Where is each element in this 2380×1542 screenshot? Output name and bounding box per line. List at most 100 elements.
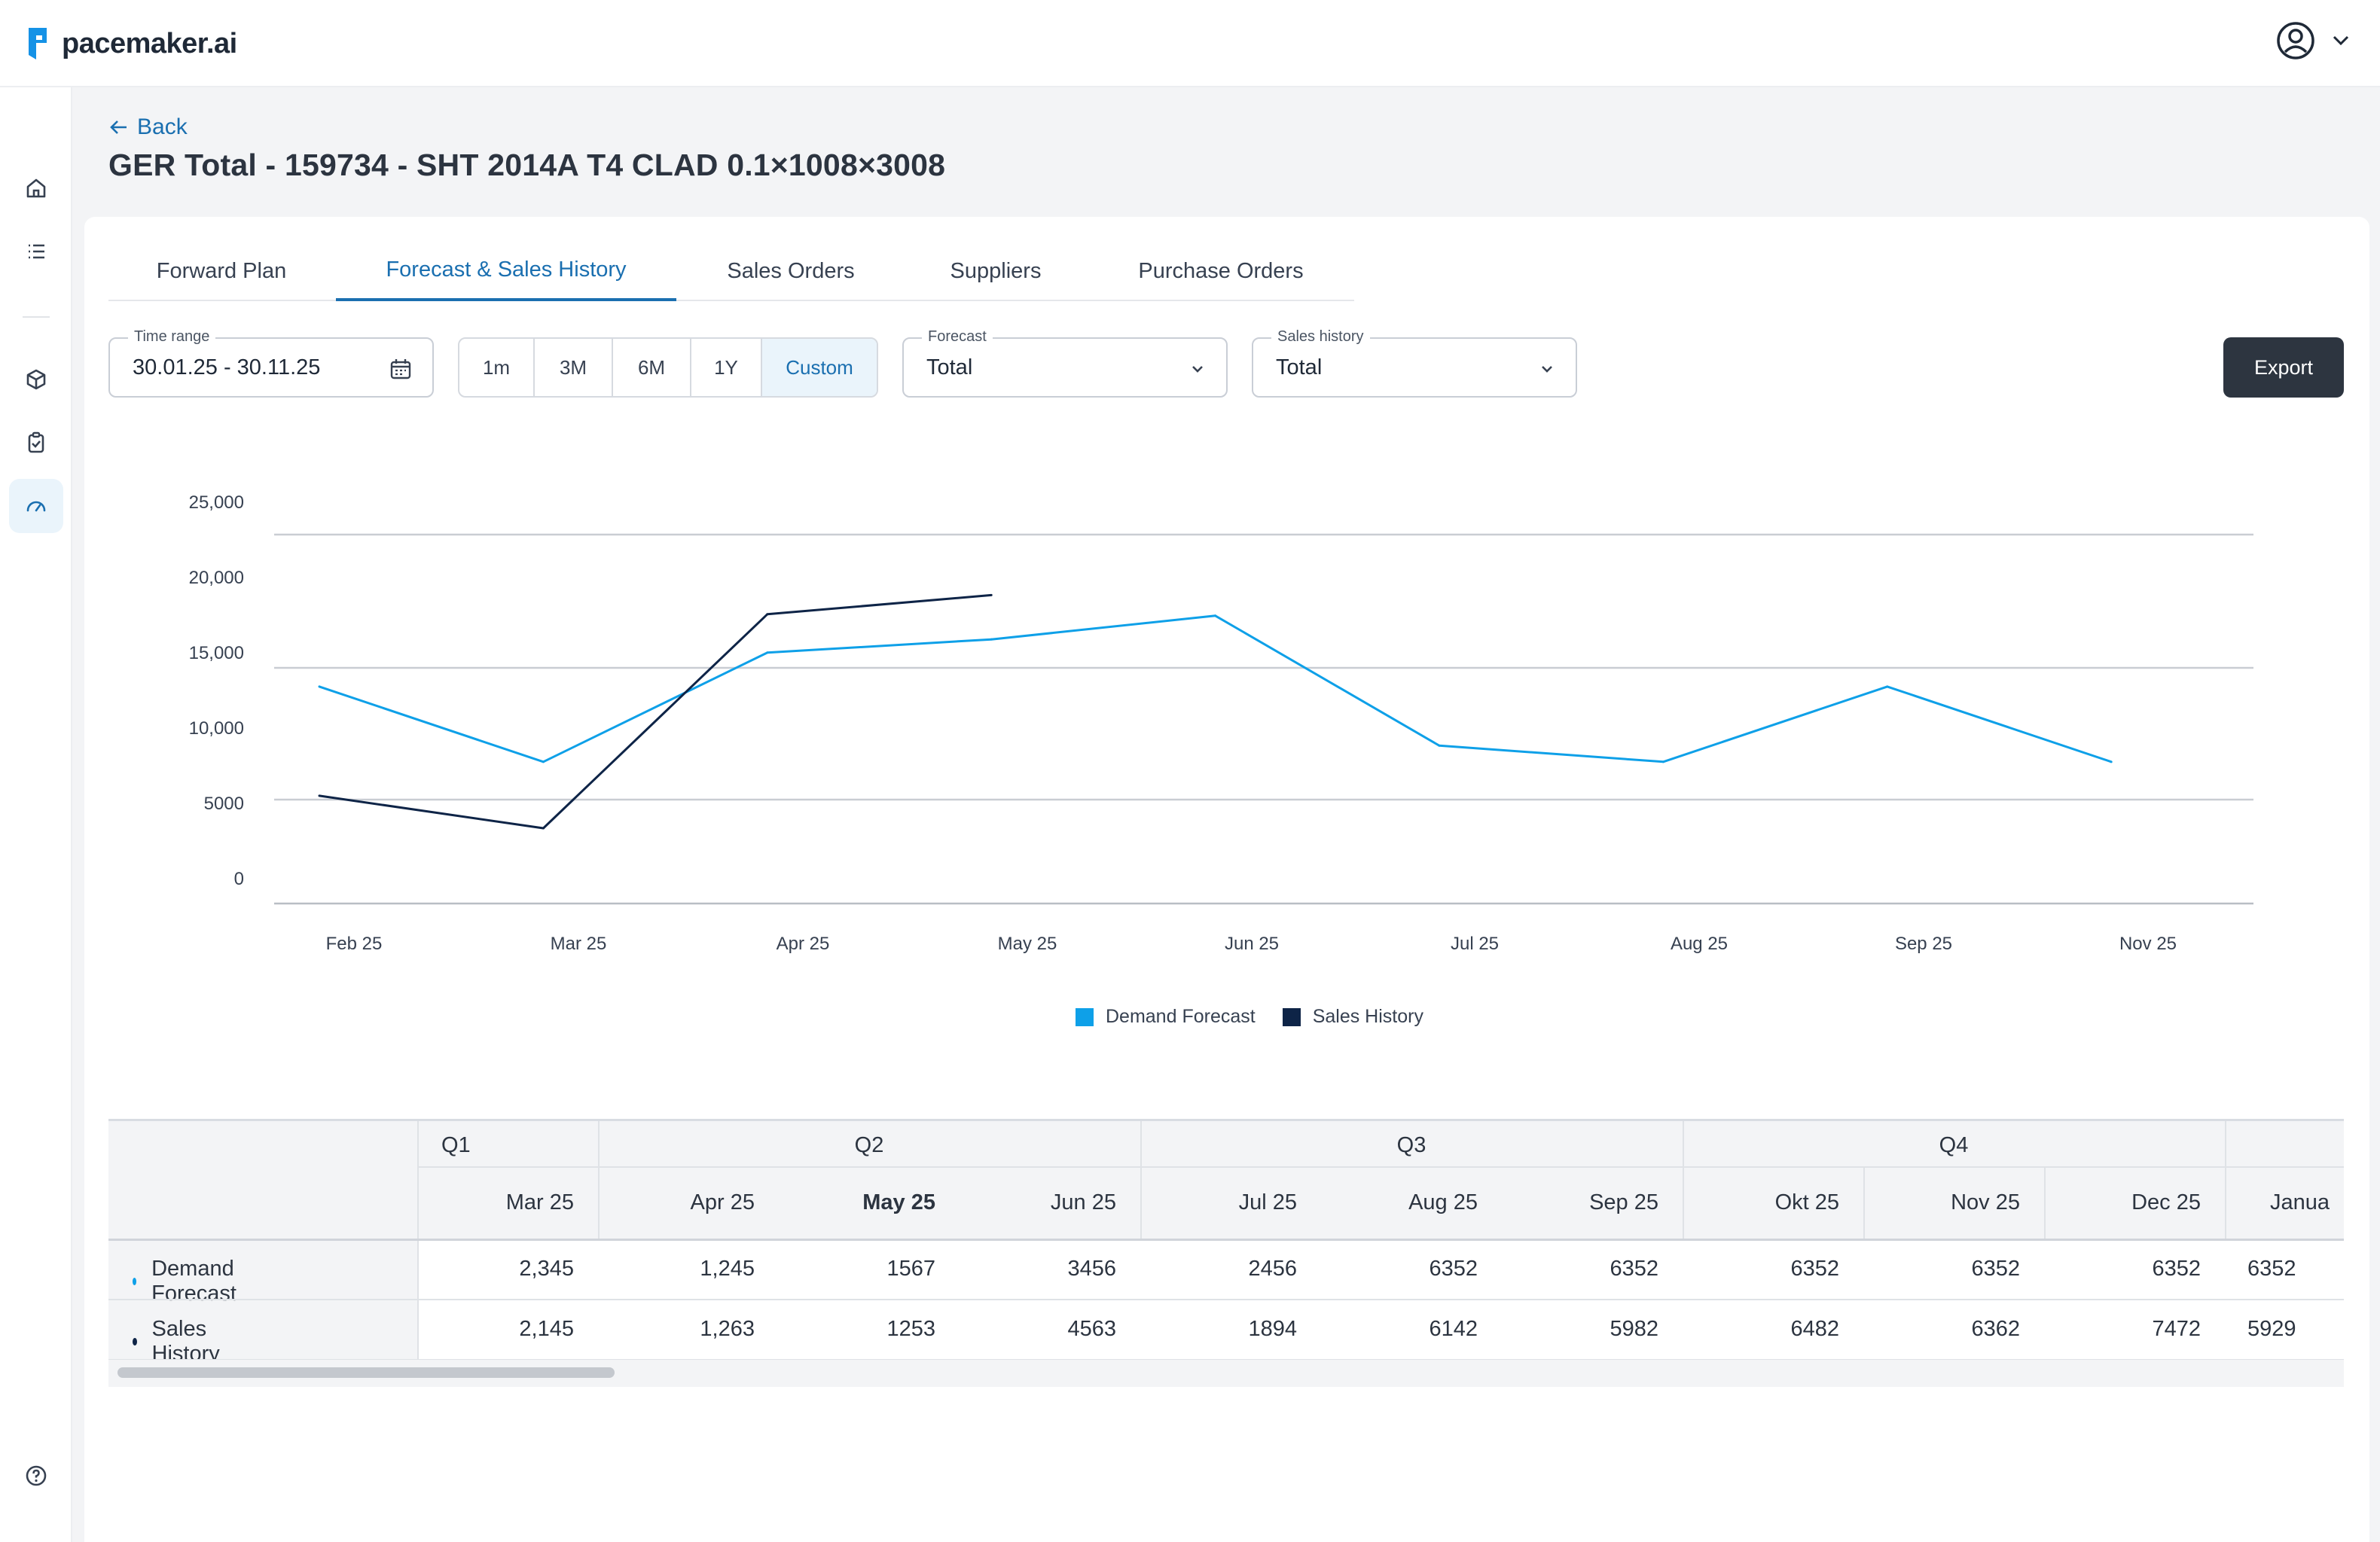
range-selector: 1m 3M 6M 1Y Custom (458, 337, 878, 398)
table-cell: 6352 (1790, 1257, 1839, 1281)
data-point[interactable] (1886, 685, 1889, 688)
table-cell: 6352 (1429, 1257, 1478, 1281)
sales-history-select[interactable]: Sales history Total (1252, 328, 1577, 398)
range-3m-button[interactable]: 3M (535, 339, 613, 396)
range-6m-button[interactable]: 6M (613, 339, 691, 396)
table-cell: 5929 (2247, 1317, 2296, 1341)
y-tick-label: 5000 (203, 794, 244, 814)
data-point[interactable] (318, 794, 321, 797)
tab-suppliers[interactable]: Suppliers (950, 258, 1042, 283)
table-cell: 6362 (1971, 1317, 2020, 1341)
row-divider (417, 1166, 2344, 1168)
horizontal-scrollbar[interactable] (108, 1360, 2344, 1387)
data-point[interactable] (766, 651, 769, 654)
legend-label: Demand Forecast (1106, 1006, 1256, 1027)
chevron-down-icon (2333, 35, 2349, 46)
tab-forward-plan[interactable]: Forward Plan (156, 258, 287, 283)
data-point[interactable] (1438, 744, 1441, 747)
table-cell: 6352 (2152, 1257, 2201, 1281)
table-cell: 2,345 (519, 1257, 574, 1281)
data-point[interactable] (542, 760, 545, 763)
top-bar: pacemaker.ai (0, 0, 2380, 87)
x-tick-label: Sep 25 (1894, 934, 1953, 954)
table-cell: 1,263 (700, 1317, 755, 1341)
range-custom-button[interactable]: Custom (762, 339, 877, 396)
sidebar-item-list[interactable] (9, 224, 63, 279)
sidebar-item-tasks[interactable] (9, 416, 63, 470)
y-tick-label: 20,000 (188, 568, 244, 588)
sidebar-item-products[interactable] (9, 352, 63, 407)
table-cell: 7472 (2152, 1317, 2201, 1341)
sidebar (0, 87, 72, 1542)
data-point[interactable] (542, 827, 545, 830)
table-cell: 2456 (1248, 1257, 1297, 1281)
back-link[interactable]: Back (108, 114, 188, 140)
data-point[interactable] (990, 593, 993, 596)
month-header: Mar 25 (505, 1190, 574, 1214)
data-point[interactable] (1661, 760, 1664, 763)
tab-purchase-orders[interactable]: Purchase Orders (1138, 258, 1304, 283)
row-label-text: Demand Forecast (151, 1257, 236, 1306)
home-icon (26, 178, 46, 198)
series-line-demand-forecast[interactable] (319, 614, 2112, 763)
column-divider (1863, 1166, 1865, 1239)
scrollbar-thumb[interactable] (117, 1367, 615, 1378)
clipboard-check-icon (28, 431, 44, 453)
box-icon (26, 369, 46, 390)
chevron-down-icon (1192, 366, 1203, 373)
series-line-sales-history[interactable] (319, 593, 992, 830)
legend-item-demand-forecast[interactable]: Demand Forecast (1076, 1006, 1256, 1028)
range-1y-button[interactable]: 1Y (691, 339, 762, 396)
month-header: Jun 25 (1050, 1190, 1116, 1214)
range-1m-button[interactable]: 1m (459, 339, 535, 396)
table-cell: 6142 (1429, 1317, 1478, 1341)
time-range-field[interactable]: Time range 30.01.25 - 30.11.25 (108, 328, 434, 398)
time-range-value: 30.01.25 - 30.11.25 (133, 355, 321, 379)
column-divider (2225, 1166, 2226, 1239)
chart-legend: Demand Forecast Sales History (1076, 1006, 1423, 1028)
tab-forecast-sales-history[interactable]: Forecast & Sales History (336, 241, 676, 301)
export-button[interactable]: Export (2223, 337, 2344, 398)
pacemaker-logo-icon (29, 28, 47, 59)
data-table: Q1 Q2 Q3 Q4 Mar 25 Apr 25 May 25 Jun 25 Jul 25 Au… (108, 1119, 2344, 1387)
sidebar-item-home[interactable] (9, 161, 63, 215)
arrow-left-icon (110, 120, 127, 134)
chevron-down-icon (1542, 366, 1552, 373)
logo[interactable]: pacemaker.ai (23, 23, 237, 65)
time-range-label: Time range (128, 328, 216, 346)
month-header: Dec 25 (2131, 1190, 2201, 1214)
month-header: Sep 25 (1589, 1190, 1658, 1214)
calendar-icon[interactable] (389, 357, 413, 381)
forecast-value: Total (926, 355, 973, 379)
x-tick-label: Apr 25 (776, 934, 830, 954)
legend-item-sales-history[interactable]: Sales History (1282, 1006, 1423, 1028)
table-cell: 6482 (1790, 1317, 1839, 1341)
data-point[interactable] (2110, 760, 2113, 763)
month-header: Nov 25 (1951, 1190, 2020, 1214)
table-cell: 3456 (1067, 1257, 1116, 1281)
help-circle-icon (26, 1465, 47, 1486)
row-label-demand-forecast: Demand Forecast (133, 1257, 240, 1306)
user-menu[interactable] (2276, 21, 2350, 60)
tab-sales-orders[interactable]: Sales Orders (727, 258, 855, 283)
sidebar-item-dashboard[interactable] (9, 479, 63, 533)
quarter-header: Q3 (1396, 1133, 1426, 1157)
table-cell: 2,145 (519, 1317, 574, 1341)
x-tick-label: Nov 25 (2119, 934, 2177, 954)
month-header: Okt 25 (1774, 1190, 1839, 1214)
data-point[interactable] (766, 613, 769, 616)
brand-name: pacemaker.ai (62, 27, 237, 59)
data-point[interactable] (318, 685, 321, 688)
x-tick-label: Aug 25 (1670, 934, 1729, 954)
month-header: May 25 (862, 1190, 935, 1214)
table-cell: 1567 (886, 1257, 935, 1281)
sales-history-value: Total (1276, 355, 1323, 379)
column-divider (598, 1166, 600, 1239)
line-chart: 25,000 20,000 15,000 10,000 5000 0 Feb 25 Mar … (151, 482, 2350, 964)
forecast-select[interactable]: Forecast Total (902, 328, 1228, 398)
data-point[interactable] (1214, 614, 1217, 617)
column-divider (2044, 1166, 2046, 1239)
table-cell: 1,245 (700, 1257, 755, 1281)
sidebar-item-help[interactable] (9, 1449, 63, 1503)
data-point[interactable] (990, 638, 993, 641)
